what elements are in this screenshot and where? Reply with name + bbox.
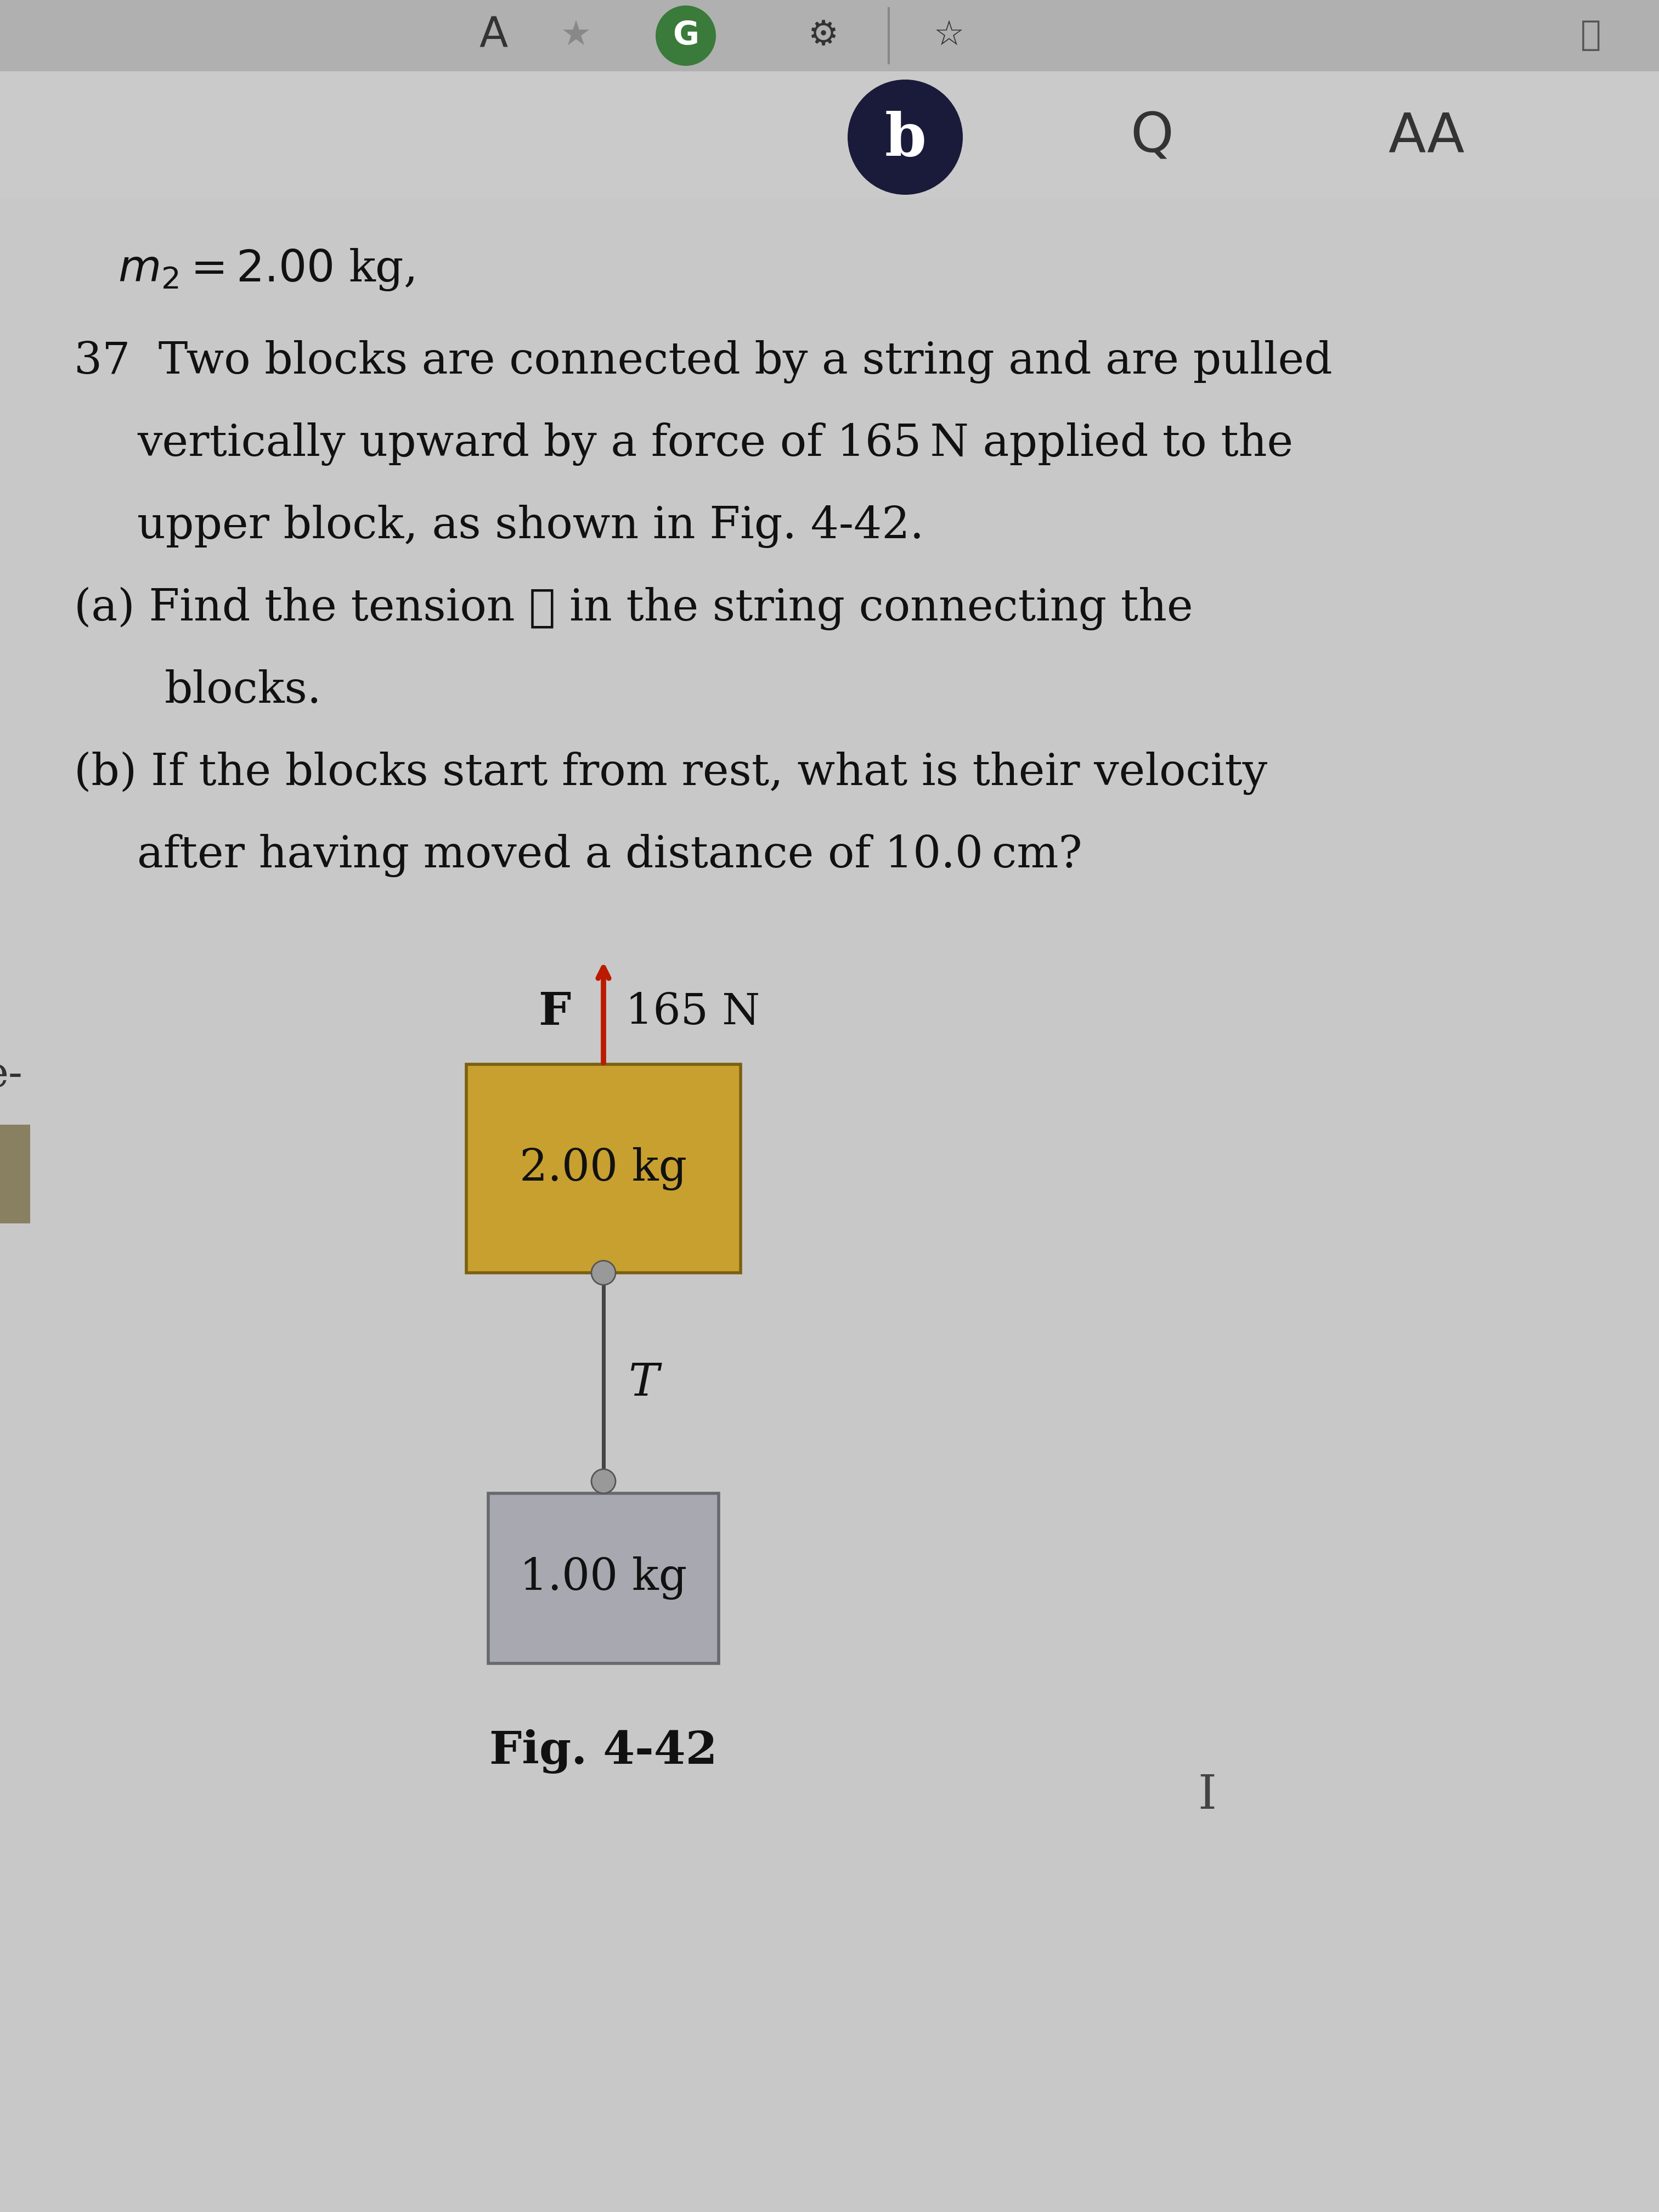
Text: ⚙: ⚙: [808, 20, 838, 53]
Text: I: I: [1198, 1774, 1216, 1818]
Text: ★: ★: [561, 20, 591, 53]
Circle shape: [655, 4, 717, 66]
Bar: [0, 1124, 30, 1223]
Text: 1.00 kg: 1.00 kg: [519, 1557, 687, 1599]
Text: upper block, as shown in Fig. 4-42.: upper block, as shown in Fig. 4-42.: [138, 504, 924, 549]
Text: 2.00 kg: 2.00 kg: [519, 1146, 687, 1190]
Bar: [488, 1493, 718, 1663]
Text: e-: e-: [0, 1055, 23, 1095]
Text: vertically upward by a force of 165 N applied to the: vertically upward by a force of 165 N ap…: [138, 422, 1292, 467]
Text: G: G: [672, 20, 698, 51]
Text: Q: Q: [1130, 111, 1173, 164]
Text: AA: AA: [1389, 111, 1465, 164]
Text: blocks.: blocks.: [164, 670, 322, 712]
Text: ⎕: ⎕: [1581, 20, 1601, 53]
Circle shape: [591, 1469, 615, 1493]
Circle shape: [848, 80, 962, 195]
Bar: [466, 1064, 740, 1272]
Text: Fig. 4-42: Fig. 4-42: [489, 1730, 717, 1774]
Circle shape: [591, 1261, 615, 1285]
Text: 165 N: 165 N: [625, 991, 760, 1033]
Text: F: F: [538, 991, 571, 1035]
Text: (b) If the blocks start from rest, what is their velocity: (b) If the blocks start from rest, what …: [75, 752, 1267, 794]
Bar: [0, 0, 1659, 71]
Bar: [0, 71, 1659, 197]
Text: 37  Two blocks are connected by a string and are pulled: 37 Two blocks are connected by a string …: [75, 341, 1332, 383]
Text: A: A: [479, 15, 508, 55]
Text: $m_2 = 2.00$ kg,: $m_2 = 2.00$ kg,: [118, 248, 415, 292]
Text: ☆: ☆: [934, 20, 964, 53]
Text: after having moved a distance of 10.0 cm?: after having moved a distance of 10.0 cm…: [138, 834, 1082, 878]
Text: T: T: [629, 1360, 659, 1405]
Text: (a) Find the tension ℱ in the string connecting the: (a) Find the tension ℱ in the string con…: [75, 586, 1193, 630]
Text: b: b: [884, 111, 926, 168]
